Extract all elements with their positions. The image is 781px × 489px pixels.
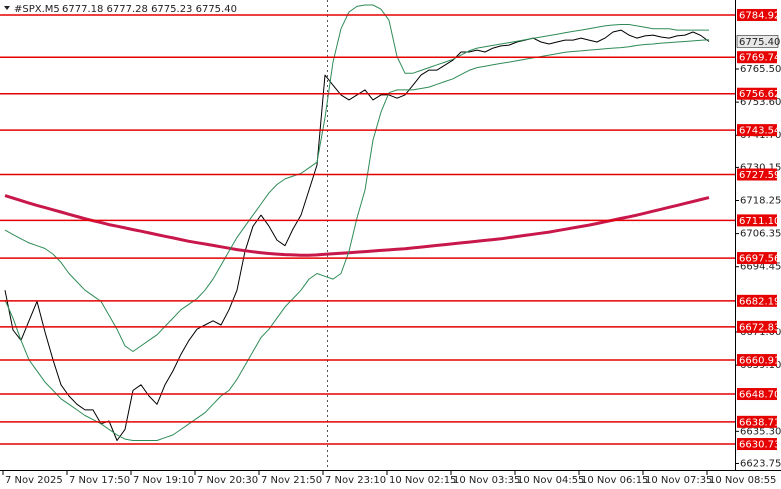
level-label-box	[737, 354, 777, 367]
level-label: 6660.91	[739, 356, 780, 367]
last-price-label: 6775.40	[739, 37, 780, 48]
level-label-box	[737, 214, 777, 227]
last-price-box	[736, 35, 779, 48]
level-label-box	[737, 51, 777, 64]
price-line	[4, 29, 710, 441]
x-tick-label: 7 Nov 2025	[5, 475, 63, 486]
level-label-box	[737, 252, 777, 265]
y-tick-label: 6694.45	[740, 262, 781, 273]
level-label-box	[737, 415, 777, 428]
level-label-box	[737, 320, 777, 333]
x-tick-label: 7 Nov 23:10	[325, 475, 386, 486]
level-label: 6697.56	[739, 254, 780, 265]
x-tick-label: 7 Nov 21:50	[261, 475, 322, 486]
level-label-box	[737, 168, 777, 181]
bollinger-band	[4, 39, 710, 441]
level-label: 6638.71	[739, 417, 780, 428]
level-label-box	[737, 388, 777, 401]
level-label: 6756.62	[739, 89, 780, 100]
symbol: #SPX.M5	[14, 4, 60, 15]
level-label: 6630.73	[739, 440, 780, 451]
level-label: 6784.92	[739, 10, 780, 21]
level-label-box	[737, 294, 777, 307]
level-label: 6682.19	[739, 296, 780, 307]
level-label-box	[737, 8, 777, 21]
bollinger-band	[4, 4, 709, 352]
level-label: 6672.83	[739, 322, 780, 333]
x-tick-label: 10 Nov 04:55	[517, 475, 584, 486]
level-label: 6711.10	[739, 216, 780, 227]
level-label: 6727.59	[739, 170, 780, 181]
y-tick-label: 6765.50	[740, 64, 781, 75]
y-tick-label: 6730.15	[740, 162, 781, 173]
x-tick-label: 10 Nov 07:35	[645, 475, 712, 486]
level-label-box	[737, 124, 777, 137]
y-tick-label: 6635.30	[740, 426, 781, 437]
x-tick-label: 10 Nov 08:55	[709, 475, 776, 486]
x-tick-label: 10 Nov 06:15	[581, 475, 648, 486]
y-tick-label: 6718.25	[740, 195, 781, 206]
x-tick-label: 10 Nov 03:35	[453, 475, 520, 486]
x-tick-label: 7 Nov 17:50	[69, 475, 130, 486]
x-tick-label: 10 Nov 02:15	[389, 475, 456, 486]
y-tick-label: 6706.35	[740, 229, 781, 240]
moving-average	[4, 194, 710, 257]
level-label-box	[737, 87, 777, 100]
y-tick-label: 6753.60	[740, 97, 781, 108]
y-tick-label: 6623.75	[740, 458, 781, 469]
menu-triangle[interactable]	[4, 6, 10, 10]
level-label: 6769.74	[739, 53, 780, 64]
x-tick-label: 7 Nov 20:30	[197, 475, 258, 486]
level-label-box	[737, 438, 777, 451]
quote: 6777.18 6777.28 6775.23 6775.40	[62, 4, 237, 15]
level-label: 6743.54	[739, 126, 780, 137]
x-tick-label: 7 Nov 19:10	[133, 475, 194, 486]
level-label: 6648.70	[739, 390, 780, 401]
